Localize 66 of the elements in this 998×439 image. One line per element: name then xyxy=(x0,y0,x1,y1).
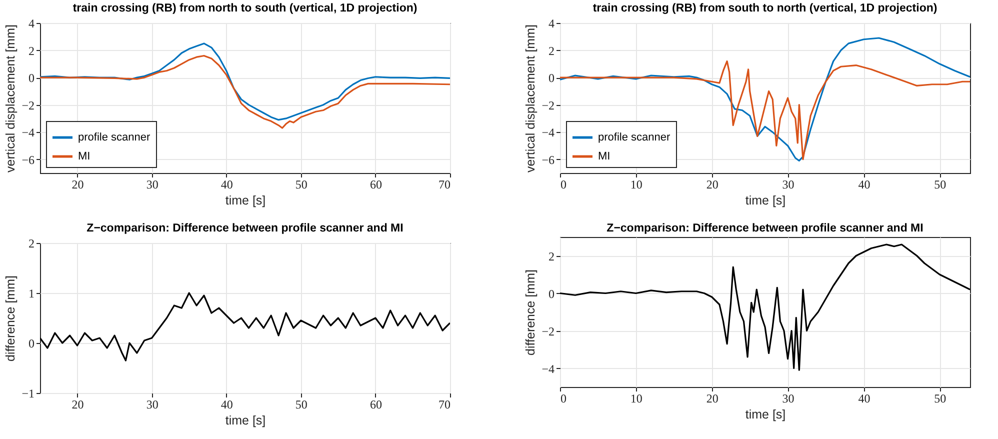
x-tick-label: 20 xyxy=(706,178,718,192)
y-tick-label: 1 xyxy=(28,286,34,300)
y-tick-label: −1 xyxy=(22,386,34,400)
line-series xyxy=(40,292,450,362)
line-series xyxy=(560,60,970,160)
chart-title: Z−comparison: Difference between profile scanner and MI xyxy=(606,222,924,234)
y-tick-label: 0 xyxy=(28,71,34,86)
y-tick-label: 2 xyxy=(548,249,554,264)
x-tick-label: 30 xyxy=(782,392,794,406)
y-tick-label: 0 xyxy=(28,336,34,350)
x-tick-label: 20 xyxy=(706,392,718,406)
x-tick-label: 10 xyxy=(630,178,642,192)
legend-label: MI xyxy=(78,150,90,162)
legend-label: MI xyxy=(598,150,610,162)
x-tick-label: 20 xyxy=(72,178,84,192)
x-axis-title: time [s] xyxy=(745,408,786,422)
y-tick-label: −4 xyxy=(542,362,554,376)
x-axis-title: time [s] xyxy=(225,194,266,208)
line-series xyxy=(560,244,970,371)
x-axis-title: time [s] xyxy=(225,414,266,428)
chart-title: train crossing (RB) from north to south (vertical, 1D projection) xyxy=(72,2,418,14)
x-tick-label: 70 xyxy=(438,178,450,192)
line-series xyxy=(560,37,970,162)
y-tick-label: −4 xyxy=(22,126,34,140)
line-series xyxy=(40,42,450,121)
y-axis-title: difference [mm] xyxy=(524,270,538,356)
chart-title: Z−comparison: Difference between profile scanner and MI xyxy=(86,222,404,234)
y-tick-label: 2 xyxy=(28,44,34,58)
x-axis-title: time [s] xyxy=(745,194,786,208)
x-tick-label: 40 xyxy=(858,178,870,192)
y-tick-label: 2 xyxy=(28,236,34,250)
y-tick-label: −4 xyxy=(542,126,554,140)
x-tick-label: 50 xyxy=(295,178,308,192)
chart-title: train crossing (RB) from south to north (vertical, 1D projection) xyxy=(592,2,938,14)
y-axis-title: vertical displacement [mm] xyxy=(524,24,538,172)
y-tick-label: 0 xyxy=(548,286,554,301)
y-tick-label: −2 xyxy=(542,98,554,112)
x-tick-label: 70 xyxy=(438,398,450,412)
x-tick-label: 50 xyxy=(934,178,946,192)
x-tick-label: 60 xyxy=(370,178,382,192)
y-tick-label: −2 xyxy=(22,98,34,112)
x-tick-label: 10 xyxy=(630,392,642,406)
x-tick-label: 50 xyxy=(295,398,308,412)
y-tick-label: 4 xyxy=(548,16,554,30)
legend-label: profile scanner xyxy=(598,132,670,144)
x-tick-label: 60 xyxy=(370,398,382,412)
x-tick-label: 0 xyxy=(560,178,566,192)
x-tick-label: 30 xyxy=(782,178,794,192)
x-tick-label: 40 xyxy=(220,178,233,192)
x-tick-label: 20 xyxy=(72,398,84,412)
y-tick-label: −2 xyxy=(542,324,554,338)
y-tick-label: 0 xyxy=(548,71,554,86)
x-tick-label: 40 xyxy=(220,398,233,412)
x-tick-label: 50 xyxy=(934,392,946,406)
y-axis-title: vertical displacement [mm] xyxy=(4,24,18,172)
y-tick-label: 4 xyxy=(28,16,34,30)
x-tick-label: 30 xyxy=(146,398,158,412)
x-tick-label: 40 xyxy=(858,392,870,406)
line-series xyxy=(40,54,450,129)
y-tick-label: −6 xyxy=(22,152,34,167)
legend-label: profile scanner xyxy=(78,132,150,144)
x-tick-label: 30 xyxy=(146,178,158,192)
y-axis-title: difference [mm] xyxy=(4,276,18,362)
y-tick-label: 2 xyxy=(548,44,554,58)
x-tick-label: 0 xyxy=(560,392,566,406)
y-tick-label: −6 xyxy=(542,152,554,167)
